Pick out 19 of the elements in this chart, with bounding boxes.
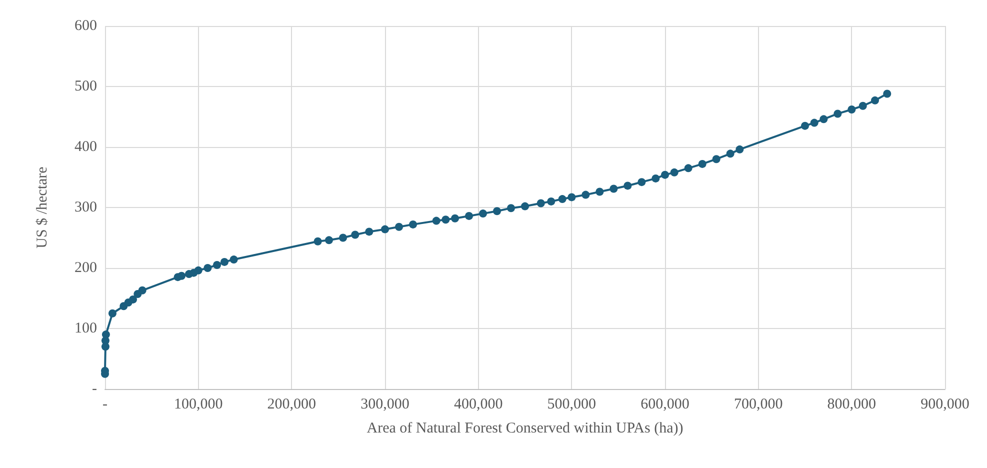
x-tick-label: 300,000 [360,396,410,412]
y-tick-label: - [92,381,97,397]
y-tick-label: 200 [74,260,97,276]
x-tick-label: 600,000 [640,396,690,412]
x-tick-label: - [102,396,108,412]
x-tick-label: 900,000 [920,396,970,412]
x-tick-label: 400,000 [454,396,503,412]
x-tick-label: 100,000 [174,396,223,412]
y-tick-label: 400 [74,139,97,155]
y-axis-title: US $ /hectare [34,166,50,248]
x-tick-label: 500,000 [547,396,596,412]
y-tick-label: 100 [74,320,97,336]
x-tick-label: 800,000 [827,396,876,412]
y-tick-label: 600 [74,18,97,34]
y-tick-label: 500 [74,78,97,94]
x-axis-title: Area of Natural Forest Conserved within UPAs (ha)) [366,420,684,436]
x-tick-label: 200,000 [267,396,316,412]
x-tick-label: 700,000 [734,396,783,412]
y-tick-label: 300 [74,200,97,216]
